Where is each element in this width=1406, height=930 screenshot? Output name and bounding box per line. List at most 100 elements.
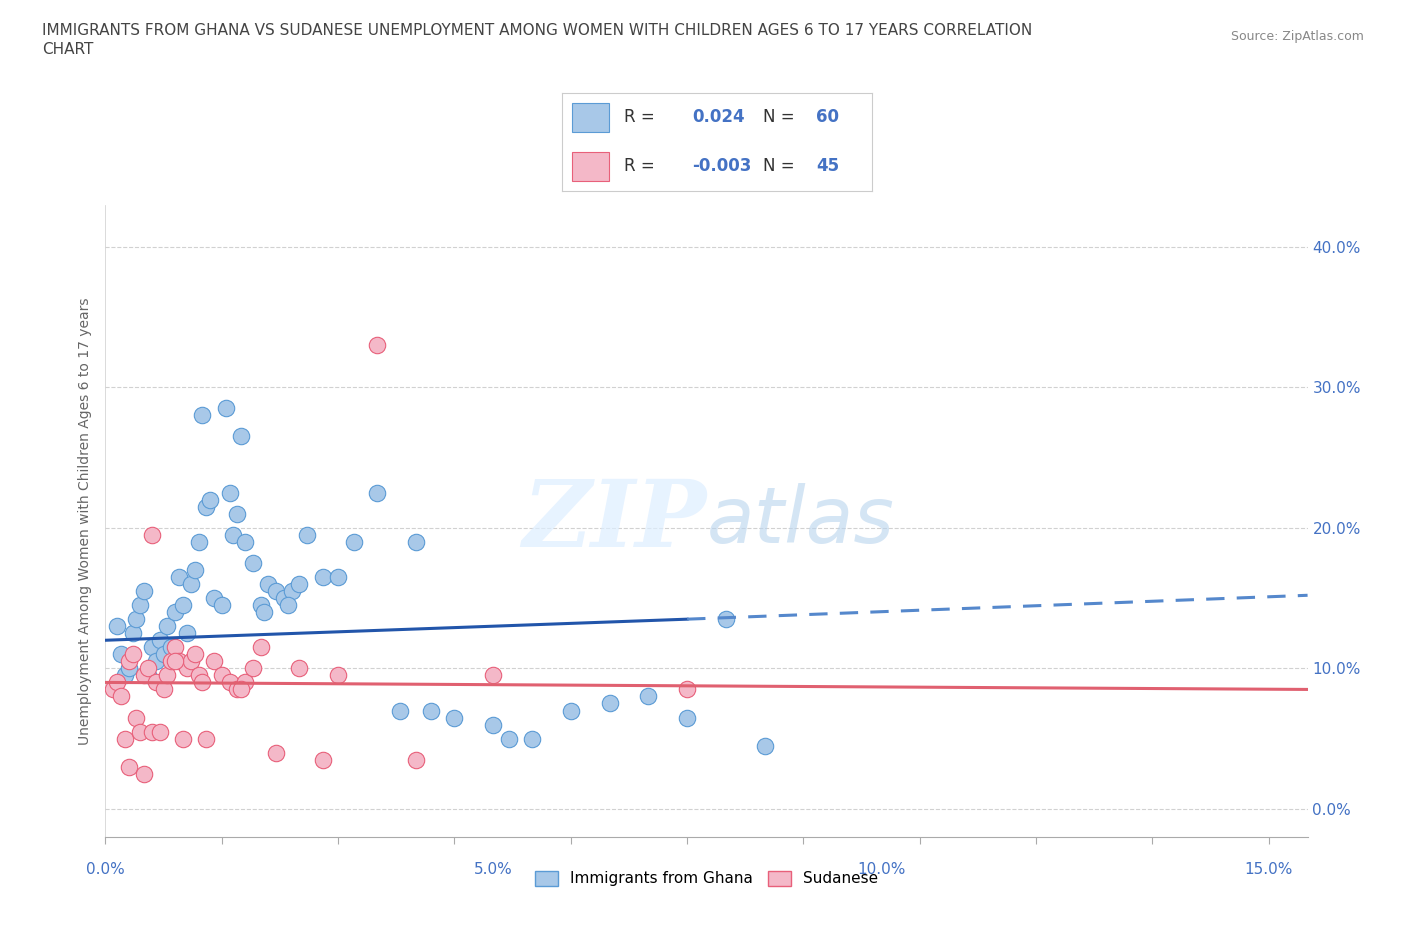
- Point: [172, 598, 194, 613]
- Point: [165, 604, 187, 619]
- Text: N =: N =: [763, 157, 794, 175]
- Text: 10.0%: 10.0%: [856, 862, 905, 877]
- Text: atlas: atlas: [707, 483, 894, 559]
- Point: [311, 752, 333, 767]
- Point: [211, 598, 233, 613]
- Text: 15.0%: 15.0%: [1244, 862, 1294, 877]
- Point: [198, 492, 221, 507]
- Point: [195, 731, 218, 746]
- Point: [134, 584, 156, 599]
- Point: [105, 618, 128, 633]
- Point: [295, 527, 318, 542]
- Point: [110, 647, 132, 662]
- Point: [482, 668, 505, 683]
- Point: [231, 682, 253, 697]
- Point: [118, 759, 141, 774]
- Point: [249, 598, 271, 613]
- Point: [187, 535, 209, 550]
- Point: [288, 577, 311, 591]
- Point: [714, 612, 737, 627]
- Point: [176, 626, 198, 641]
- Point: [136, 668, 159, 683]
- Point: [191, 408, 214, 423]
- Point: [326, 668, 349, 683]
- Point: [253, 604, 276, 619]
- Point: [129, 724, 152, 739]
- Point: [167, 654, 190, 669]
- Point: [121, 626, 143, 641]
- Point: [326, 569, 349, 584]
- Point: [160, 640, 183, 655]
- Point: [233, 675, 256, 690]
- Point: [160, 654, 183, 669]
- Point: [172, 731, 194, 746]
- Point: [211, 668, 233, 683]
- Text: IMMIGRANTS FROM GHANA VS SUDANESE UNEMPLOYMENT AMONG WOMEN WITH CHILDREN AGES 6 : IMMIGRANTS FROM GHANA VS SUDANESE UNEMPL…: [42, 23, 1032, 38]
- Point: [273, 591, 295, 605]
- Point: [145, 654, 167, 669]
- Point: [242, 555, 264, 570]
- Point: [311, 569, 333, 584]
- Point: [226, 506, 249, 521]
- Point: [637, 689, 659, 704]
- Point: [136, 661, 159, 676]
- Point: [152, 682, 174, 697]
- Point: [280, 584, 302, 599]
- Point: [141, 724, 163, 739]
- Point: [420, 703, 443, 718]
- Text: -0.003: -0.003: [692, 157, 752, 175]
- Point: [218, 675, 240, 690]
- Point: [343, 535, 366, 550]
- Point: [118, 654, 141, 669]
- Point: [498, 731, 520, 746]
- Point: [257, 577, 280, 591]
- Point: [105, 675, 128, 690]
- Point: [264, 745, 287, 760]
- Point: [134, 668, 156, 683]
- Point: [405, 752, 427, 767]
- Point: [118, 661, 141, 676]
- Point: [141, 527, 163, 542]
- Point: [114, 731, 136, 746]
- Text: CHART: CHART: [42, 42, 94, 57]
- Point: [242, 661, 264, 676]
- Point: [231, 429, 253, 444]
- Point: [134, 766, 156, 781]
- Point: [103, 682, 125, 697]
- Point: [156, 618, 179, 633]
- Text: 60: 60: [815, 109, 839, 126]
- Text: 5.0%: 5.0%: [474, 862, 513, 877]
- Point: [202, 654, 225, 669]
- Point: [366, 485, 388, 500]
- FancyBboxPatch shape: [572, 152, 609, 180]
- Point: [165, 654, 187, 669]
- Text: 45: 45: [815, 157, 839, 175]
- Point: [754, 738, 776, 753]
- Legend: Immigrants from Ghana, Sudanese: Immigrants from Ghana, Sudanese: [529, 864, 884, 893]
- Point: [110, 689, 132, 704]
- Point: [233, 535, 256, 550]
- Point: [222, 527, 245, 542]
- Point: [114, 668, 136, 683]
- Point: [195, 499, 218, 514]
- Point: [264, 584, 287, 599]
- Point: [191, 675, 214, 690]
- Text: R =: R =: [624, 157, 655, 175]
- Point: [176, 661, 198, 676]
- Point: [125, 711, 148, 725]
- Point: [288, 661, 311, 676]
- Point: [152, 647, 174, 662]
- Y-axis label: Unemployment Among Women with Children Ages 6 to 17 years: Unemployment Among Women with Children A…: [79, 297, 93, 745]
- Text: 0.0%: 0.0%: [86, 862, 125, 877]
- Point: [520, 731, 543, 746]
- Point: [145, 675, 167, 690]
- Point: [121, 647, 143, 662]
- Point: [218, 485, 240, 500]
- FancyBboxPatch shape: [572, 103, 609, 132]
- Point: [249, 640, 271, 655]
- Point: [599, 696, 621, 711]
- Point: [149, 632, 172, 647]
- Point: [187, 668, 209, 683]
- Point: [156, 668, 179, 683]
- Point: [165, 640, 187, 655]
